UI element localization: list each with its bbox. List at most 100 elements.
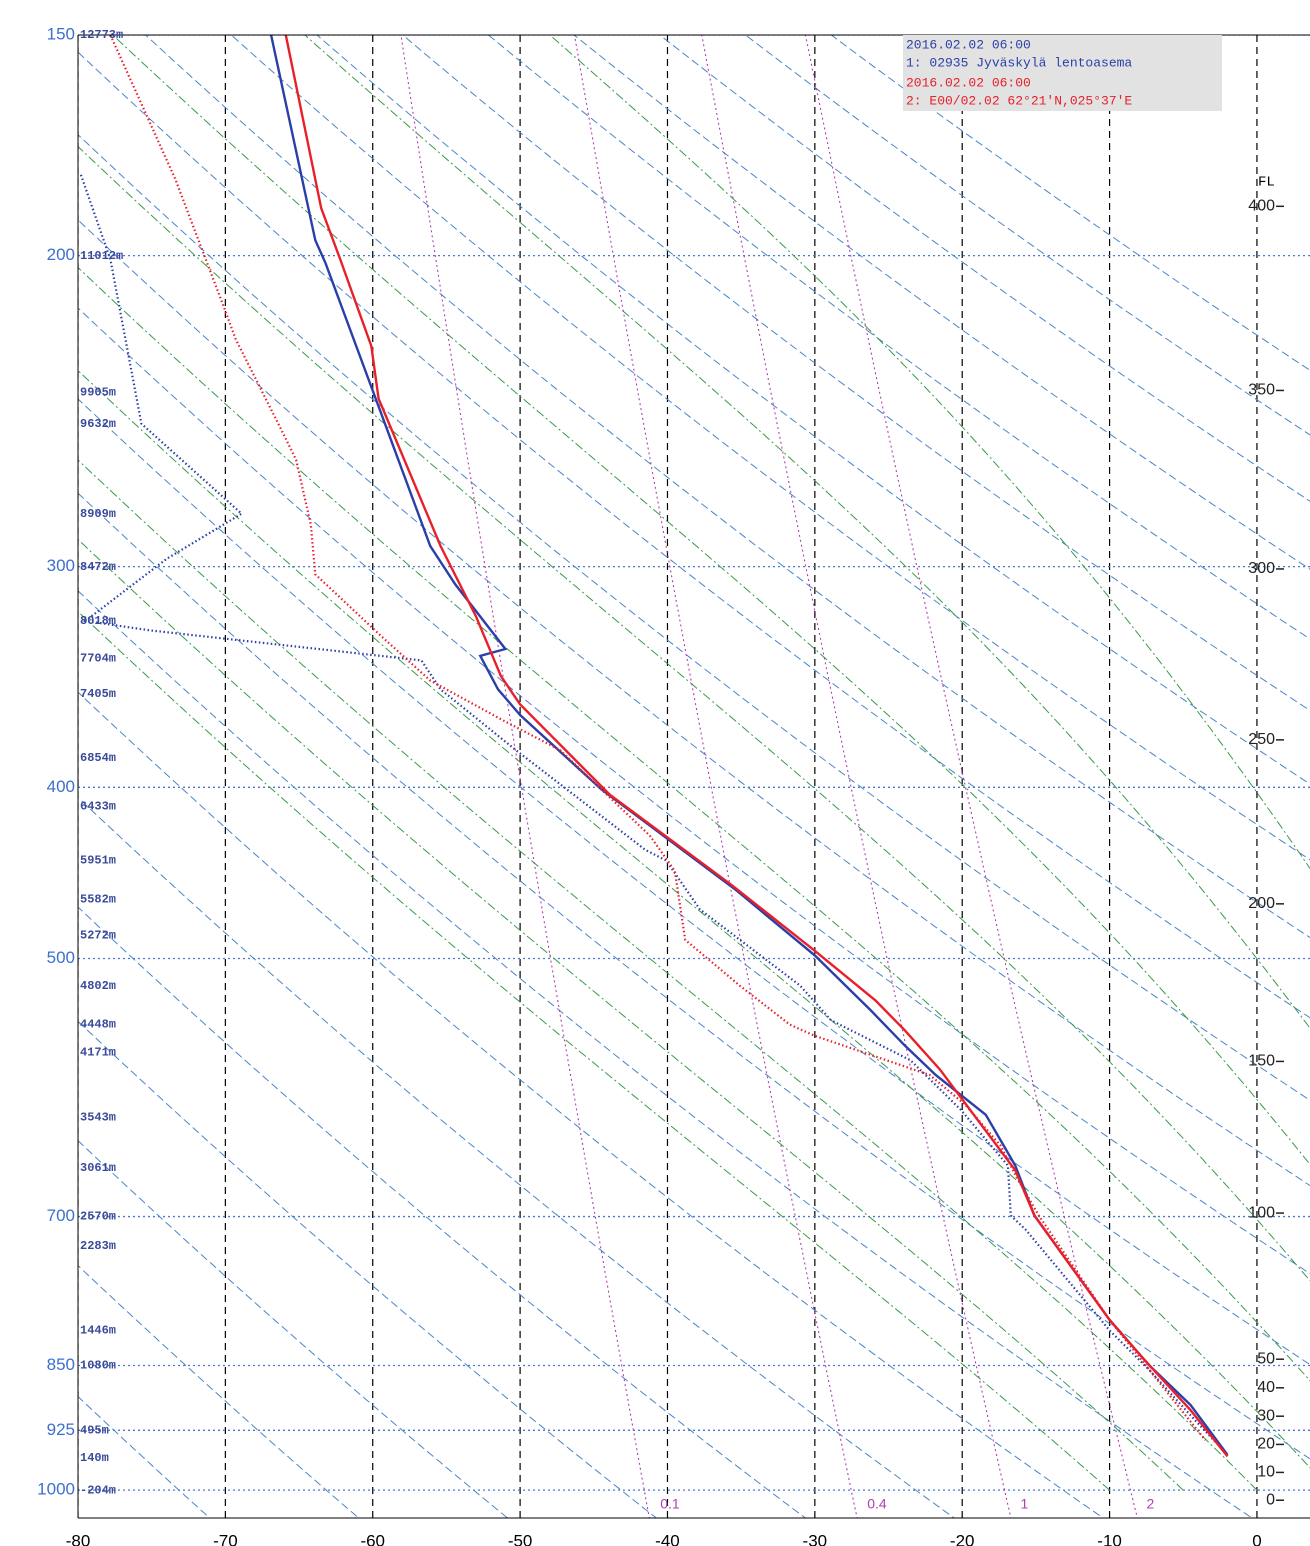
legend-name: 2: E00/02.02 62°21'N,025°37'E <box>906 93 1132 108</box>
legend-box <box>903 35 1222 111</box>
moist-adiabat <box>304 35 1310 1029</box>
axes: FL -80 -70 -60 -50 -40 -30 -20 -10 0150200300400… <box>37 24 1310 1546</box>
height-label: 8018m <box>80 614 116 628</box>
y2-tick-label: 200 <box>1248 895 1275 912</box>
mixing-ratio-line <box>400 35 650 1518</box>
height-label: 3543m <box>80 1110 116 1124</box>
height-label: 495m <box>80 1424 109 1438</box>
height-label: 2570m <box>80 1210 116 1224</box>
moist-adiabat <box>78 459 1258 1491</box>
dry-adiabat <box>401 35 1310 712</box>
height-label: -204m <box>80 1483 116 1497</box>
height-label: 8472m <box>80 560 116 574</box>
height-label: 140m <box>80 1451 109 1465</box>
height-label: 7405m <box>80 687 116 701</box>
mixing-ratio-label: 0.1 <box>660 1496 680 1512</box>
y-tick-label: 1000 <box>37 1480 75 1499</box>
temperature-line <box>284 35 1229 1458</box>
x-tick-label: -20 <box>950 1531 975 1546</box>
height-label: 5951m <box>80 854 116 868</box>
dry-adiabat <box>78 1139 509 1518</box>
x-tick-label: -60 <box>360 1531 385 1546</box>
dry-adiabat <box>78 691 1105 1518</box>
y-tick-label: 150 <box>47 24 75 43</box>
legend-name: 1: 02935 Jyväskylä lentoasema <box>906 55 1132 70</box>
mixing-ratio-label: 1 <box>1021 1496 1029 1512</box>
mixing-ratio-label: 2 <box>1146 1496 1154 1512</box>
y2-tick-label: 400 <box>1248 198 1275 215</box>
mixing-ratio-line <box>804 35 1138 1518</box>
y2-tick-label: 20 <box>1257 1436 1275 1453</box>
height-label: 12773m <box>80 28 123 42</box>
height-label: 11012m <box>80 249 123 263</box>
mixing-ratio-line <box>573 35 858 1518</box>
x-tick-label: -70 <box>213 1531 238 1546</box>
moist-adiabat <box>78 369 1310 1469</box>
legend-time: 2016.02.02 06:00 <box>906 37 1031 52</box>
y2-tick-label: 30 <box>1257 1407 1275 1424</box>
height-label: 4802m <box>80 979 116 993</box>
y2-tick-label: 300 <box>1248 560 1275 577</box>
mixing-ratio-label: 0.4 <box>867 1496 887 1512</box>
dry-adiabat <box>658 35 1310 502</box>
height-label: 3061m <box>80 1161 116 1175</box>
height-label: 4448m <box>80 1018 116 1032</box>
y2-tick-label: 0 <box>1266 1491 1275 1508</box>
dry-adiabat <box>487 35 1310 640</box>
moist-adiabat <box>78 145 1310 1282</box>
mixing-ratio-line <box>701 35 1012 1518</box>
y2-tick-label: 250 <box>1248 731 1275 748</box>
y2-tick-label: 150 <box>1248 1053 1275 1070</box>
moist-adiabat <box>78 610 1110 1491</box>
dry-adiabat <box>830 35 1310 371</box>
y2-tick-label: 50 <box>1257 1350 1275 1367</box>
y-tick-label: 700 <box>47 1206 75 1225</box>
y-tick-label: 500 <box>47 948 75 967</box>
dry-adiabat <box>573 35 1310 570</box>
y2-tick-label: 10 <box>1257 1464 1275 1481</box>
temperature-line <box>269 35 1229 1456</box>
dry-adiabat <box>78 906 807 1518</box>
y-tick-label: 300 <box>47 556 75 575</box>
height-label: 7704m <box>80 651 116 665</box>
height-label: 9905m <box>80 385 116 399</box>
y2-axis-label: FL <box>1258 175 1275 191</box>
height-label: 2283m <box>80 1239 116 1253</box>
height-label: 6854m <box>80 751 116 765</box>
y-tick-label: 850 <box>47 1355 75 1374</box>
y-tick-label: 200 <box>47 245 75 264</box>
x-tick-label: -50 <box>508 1531 533 1546</box>
dry-adiabat <box>78 1395 211 1518</box>
dewpoint-line <box>79 174 1229 1456</box>
dry-adiabat <box>78 1020 658 1518</box>
dewpoint-line <box>109 35 1207 1441</box>
y2-tick-label: 40 <box>1257 1379 1275 1396</box>
height-label: 1080m <box>80 1359 116 1373</box>
height-label: 5582m <box>80 893 116 907</box>
x-tick-label: -40 <box>655 1531 680 1546</box>
height-label: 9632m <box>80 417 116 431</box>
height-label: 1446m <box>80 1324 116 1338</box>
height-label: 6433m <box>80 799 116 813</box>
dry-adiabat <box>78 1264 360 1518</box>
x-tick-label: -30 <box>803 1531 828 1546</box>
height-label: 4171m <box>80 1045 116 1059</box>
legend-time: 2016.02.02 06:00 <box>906 75 1031 90</box>
moist-adiabat <box>112 35 1310 1166</box>
x-tick-label: -10 <box>1097 1531 1122 1546</box>
moist-adiabat <box>78 538 1184 1491</box>
y-tick-label: 400 <box>47 777 75 796</box>
height-label: 5272m <box>80 928 116 942</box>
moist-adiabat <box>549 35 1310 870</box>
